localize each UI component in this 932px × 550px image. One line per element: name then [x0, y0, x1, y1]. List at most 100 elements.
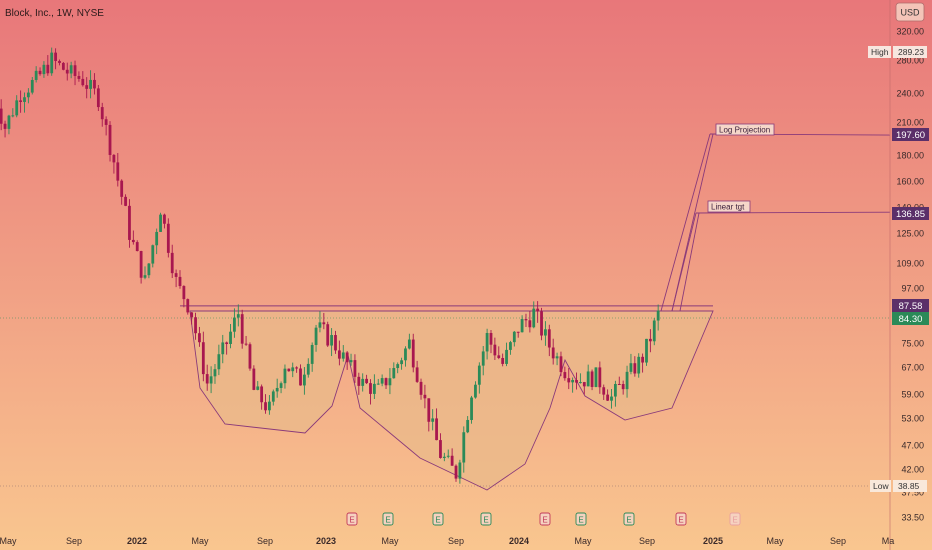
earnings-glyph: E: [483, 516, 488, 525]
candle-body: [559, 356, 563, 373]
price-tick-label: 160.00: [896, 177, 924, 187]
candle-body: [46, 64, 50, 74]
price-tick-label: 37.50: [901, 488, 924, 498]
candle-body: [182, 286, 186, 300]
candle-body: [287, 368, 291, 372]
candle-body: [512, 331, 516, 343]
earnings-marker[interactable]: E: [675, 512, 687, 526]
log-projection-label: Log Projection: [719, 126, 770, 135]
candle-body: [3, 123, 7, 129]
candle-body: [65, 69, 69, 74]
candle-body: [264, 402, 267, 411]
time-tick-label: May: [381, 536, 399, 546]
currency-button[interactable]: USD: [895, 2, 925, 22]
candle-body: [435, 418, 438, 441]
last-price-badge: 84.30: [892, 312, 929, 325]
candle-body: [446, 455, 450, 457]
inverse-head-and-shoulders-pattern: [0, 305, 890, 491]
candle-body: [58, 60, 61, 63]
time-axis[interactable]: May Sep 2022 May Sep 2023 May Sep 2024 May Sep 2025…: [0, 536, 894, 546]
candle-body: [73, 65, 77, 76]
candle-body: [528, 320, 532, 328]
candle-body: [81, 78, 85, 86]
candle-body: [314, 327, 318, 345]
candle-body: [477, 365, 481, 385]
linear-target-label: Linear tgt: [711, 203, 745, 212]
earnings-glyph: E: [732, 516, 737, 525]
candle-body: [244, 343, 248, 345]
candle-body: [225, 342, 229, 345]
candle-body: [194, 317, 197, 334]
earnings-marker[interactable]: E: [539, 512, 551, 526]
candle-body: [221, 342, 225, 355]
earnings-marker[interactable]: E: [346, 512, 358, 526]
candle-body: [431, 418, 435, 422]
candle-body: [641, 356, 645, 363]
time-tick-label: May: [766, 536, 784, 546]
candle-body: [295, 367, 299, 369]
candle-body: [178, 276, 182, 287]
candle-body: [369, 383, 372, 394]
candle-body: [567, 378, 571, 383]
linear-target-line: [695, 211, 891, 214]
earnings-marker[interactable]: E: [480, 512, 492, 526]
candle-body: [458, 462, 462, 479]
last-price-value: 84.30: [899, 314, 923, 325]
candle-body: [135, 242, 139, 252]
time-tick-label: 2022: [127, 536, 147, 546]
candle-body: [85, 85, 89, 89]
candle-body: [240, 314, 244, 344]
candle-body: [326, 324, 330, 346]
price-tick-label: 75.00: [901, 339, 924, 349]
low-marker: Low 38.85: [870, 480, 927, 492]
symbol-title: Block, Inc., 1W, NYSE: [5, 8, 104, 19]
candle-body: [260, 386, 264, 403]
candle-body: [116, 162, 120, 181]
candle-body: [384, 378, 388, 386]
candle-body: [7, 115, 11, 129]
candle-body: [380, 378, 384, 384]
earnings-marker[interactable]: E: [623, 512, 635, 526]
earnings-marker[interactable]: E: [729, 512, 741, 526]
time-tick-label: May: [191, 536, 209, 546]
candle-body: [648, 338, 652, 342]
candle-body: [42, 64, 46, 75]
candle-body: [155, 231, 159, 246]
candle-body: [617, 383, 621, 385]
log-projection-tag[interactable]: Log Projection: [715, 123, 775, 136]
candle-body: [131, 239, 135, 243]
price-tick-label: 109.00: [896, 259, 924, 269]
candle-body: [602, 387, 606, 395]
candle-body: [0, 108, 3, 124]
log-projection-badge: 197.60: [892, 128, 929, 141]
candle-body: [419, 381, 423, 395]
candle-body: [454, 465, 458, 479]
candle-body: [392, 368, 396, 379]
candle-body: [186, 299, 190, 313]
candle-body: [100, 107, 104, 120]
candle-body: [571, 380, 575, 383]
candle-body: [256, 386, 260, 390]
time-tick-label: 2023: [316, 536, 336, 546]
candle-body: [30, 79, 34, 93]
candle-body: [505, 349, 508, 364]
candle-body: [217, 354, 221, 370]
earnings-marker[interactable]: E: [382, 512, 394, 526]
candle-body: [330, 335, 334, 346]
linear-target-tag[interactable]: Linear tgt: [707, 200, 751, 213]
candle-body: [124, 196, 127, 206]
candle-body: [310, 344, 314, 364]
high-label: High: [871, 47, 889, 57]
log-projection-value: 197.60: [896, 130, 925, 141]
earnings-marker[interactable]: E: [575, 512, 587, 526]
earnings-marker[interactable]: E: [432, 512, 444, 526]
earnings-glyph: E: [385, 516, 390, 525]
candle-body: [201, 342, 205, 375]
candle-body: [365, 378, 368, 384]
candle-body: [299, 368, 302, 386]
time-tick-label: Sep: [66, 536, 82, 546]
candle-body: [590, 371, 594, 387]
candle-body: [93, 79, 96, 89]
